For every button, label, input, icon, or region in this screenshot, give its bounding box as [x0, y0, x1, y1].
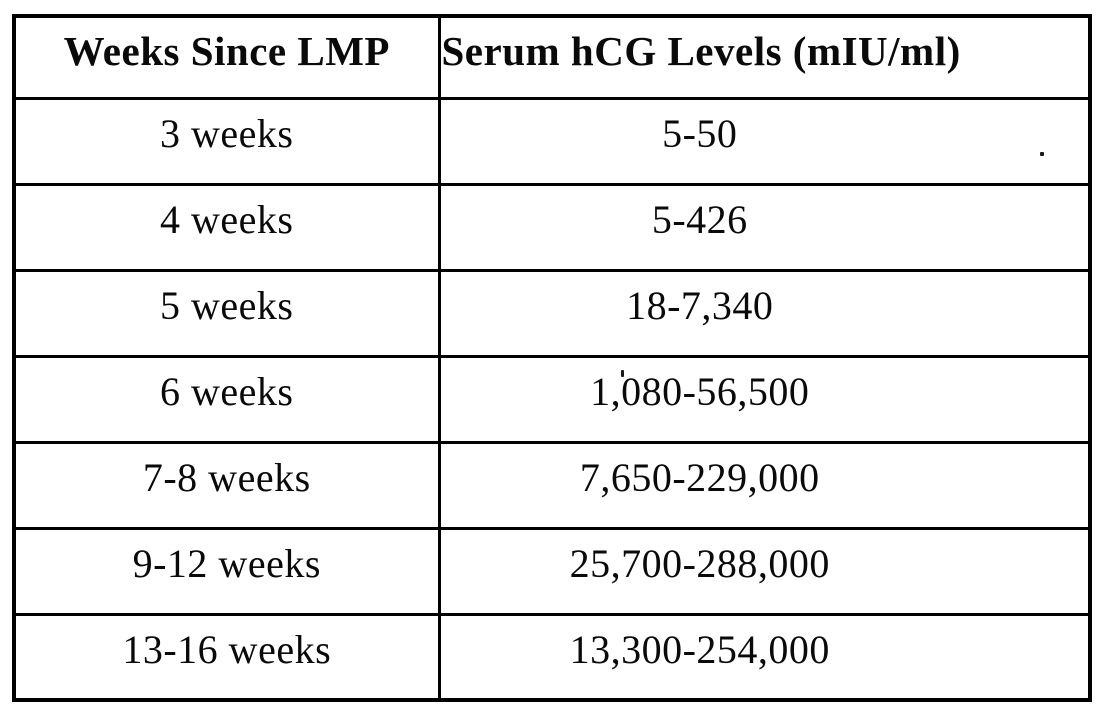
hcg-range-cell: 25,700-288,000 [437, 526, 1092, 616]
weeks-cell: 13-16 weeks [12, 612, 441, 702]
hcg-range-cell: 18-7,340 [437, 268, 1092, 358]
scan-speck [621, 370, 624, 377]
table-row: 5 weeks 18-7,340 [12, 268, 1092, 358]
header-serum-hcg-levels: Serum hCG Levels (mIU/ml) [437, 14, 1092, 100]
hcg-range-cell: 5-50 [437, 96, 1092, 186]
weeks-cell: 7-8 weeks [12, 440, 441, 530]
hcg-range-cell: 13,300-254,000 [437, 612, 1092, 702]
weeks-cell: 3 weeks [12, 96, 441, 186]
weeks-cell: 5 weeks [12, 268, 441, 358]
table-row: 7-8 weeks 7,650-229,000 [12, 440, 1092, 530]
weeks-cell: 4 weeks [12, 182, 441, 272]
hcg-levels-table: Weeks Since LMP Serum hCG Levels (mIU/ml… [12, 14, 1092, 702]
table-row: 6 weeks 1,080-56,500 [12, 354, 1092, 444]
header-weeks-since-lmp: Weeks Since LMP [12, 14, 441, 100]
table-row: 13-16 weeks 13,300-254,000 [12, 612, 1092, 702]
table-header-row: Weeks Since LMP Serum hCG Levels (mIU/ml… [12, 14, 1092, 100]
weeks-cell: 6 weeks [12, 354, 441, 444]
table-row: 3 weeks 5-50 [12, 96, 1092, 186]
hcg-range-cell: 5-426 [437, 182, 1092, 272]
table-row: 4 weeks 5-426 [12, 182, 1092, 272]
hcg-range-cell: 1,080-56,500 [437, 354, 1092, 444]
weeks-cell: 9-12 weeks [12, 526, 441, 616]
scan-speck [1040, 152, 1044, 156]
table-row: 9-12 weeks 25,700-288,000 [12, 526, 1092, 616]
hcg-range-cell: 7,650-229,000 [437, 440, 1092, 530]
